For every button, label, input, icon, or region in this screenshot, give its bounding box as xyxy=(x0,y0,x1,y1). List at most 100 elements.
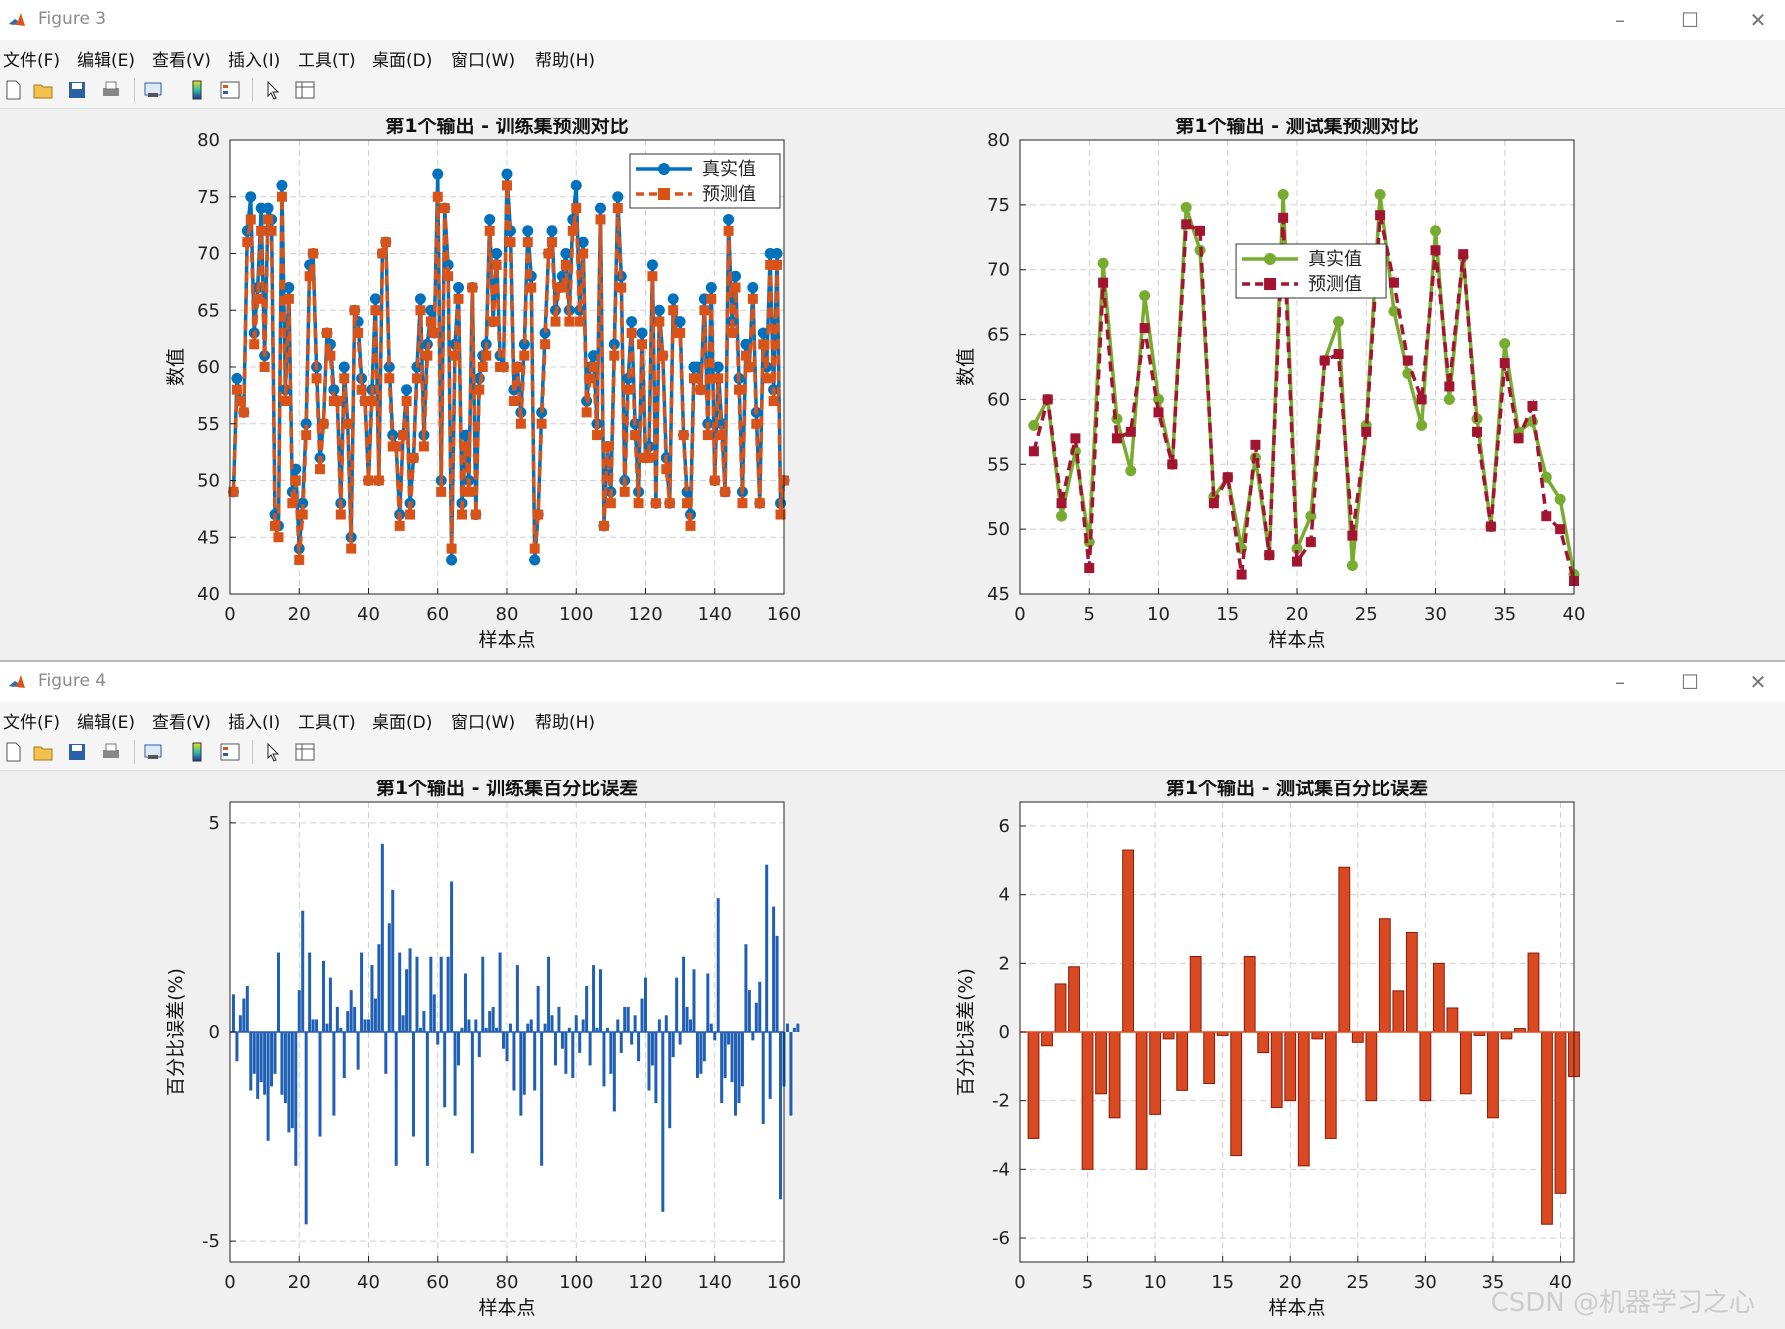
menu-view[interactable]: 查看(V) xyxy=(152,51,211,71)
error-bar xyxy=(502,1032,506,1049)
save-icon[interactable] xyxy=(66,741,88,763)
menu-view[interactable]: 查看(V) xyxy=(152,713,211,733)
error-bar xyxy=(356,1032,360,1070)
data-point xyxy=(699,305,710,316)
data-point xyxy=(1277,188,1289,200)
data-point xyxy=(775,509,786,520)
error-bar xyxy=(730,1032,734,1083)
legend-icon[interactable] xyxy=(219,79,241,101)
colorbar-icon[interactable] xyxy=(186,79,208,101)
error-bar xyxy=(706,973,710,1032)
menu-window[interactable]: 窗口(W) xyxy=(451,713,516,733)
error-bar xyxy=(654,1032,658,1104)
menu-edit[interactable]: 编辑(E) xyxy=(77,713,136,733)
error-bar xyxy=(474,1019,478,1032)
menu-window[interactable]: 窗口(W) xyxy=(451,51,516,71)
data-point xyxy=(429,327,440,338)
data-point xyxy=(515,418,526,429)
error-bar xyxy=(592,965,596,1032)
colorbar-icon[interactable] xyxy=(186,741,208,763)
error-bar xyxy=(772,906,776,1032)
minimize-icon[interactable]: – xyxy=(1615,670,1625,694)
data-point xyxy=(1084,563,1095,574)
property-inspector-icon[interactable] xyxy=(294,79,316,101)
menu-help[interactable]: 帮助(H) xyxy=(535,51,596,71)
property-inspector-icon[interactable] xyxy=(294,741,316,763)
data-point xyxy=(1443,393,1455,405)
y-tick-label: 5 xyxy=(209,813,220,834)
new-file-icon[interactable] xyxy=(2,741,24,763)
x-tick-label: 160 xyxy=(767,604,801,625)
data-point xyxy=(491,248,503,259)
pointer-icon[interactable] xyxy=(262,741,284,763)
print-preview-icon[interactable] xyxy=(142,741,164,763)
error-bar xyxy=(280,1032,284,1095)
error-bar xyxy=(439,956,443,1032)
data-point xyxy=(1125,465,1137,477)
x-tick-label: 25 xyxy=(1355,604,1378,625)
save-icon[interactable] xyxy=(66,79,88,101)
data-point xyxy=(242,237,253,248)
error-bar xyxy=(360,952,364,1032)
open-folder-icon[interactable] xyxy=(32,79,54,101)
data-point xyxy=(695,384,706,395)
maximize-icon[interactable]: ☐ xyxy=(1681,670,1699,694)
error-bar xyxy=(727,1032,731,1045)
error-bar xyxy=(335,1006,339,1032)
legend-icon[interactable] xyxy=(219,741,241,763)
y-tick-label: 0 xyxy=(209,1022,220,1043)
menu-desktop[interactable]: 桌面(D) xyxy=(372,51,433,71)
menu-file[interactable]: 文件(F) xyxy=(3,51,61,71)
y-tick-label: 0 xyxy=(999,1022,1010,1043)
data-point xyxy=(654,316,665,327)
data-point xyxy=(301,430,312,441)
error-bar xyxy=(734,1032,738,1116)
error-bar xyxy=(1338,866,1351,1033)
print-preview-icon[interactable] xyxy=(142,79,164,101)
x-tick-label: 0 xyxy=(1014,604,1025,625)
y-tick-label: 55 xyxy=(987,454,1010,475)
data-point xyxy=(425,316,436,327)
data-point xyxy=(276,179,288,191)
print-icon[interactable] xyxy=(100,741,122,763)
close-icon[interactable]: ✕ xyxy=(1749,670,1767,694)
menu-tools[interactable]: 工具(T) xyxy=(298,713,356,733)
menu-insert[interactable]: 插入(I) xyxy=(228,713,281,733)
data-point xyxy=(619,486,630,497)
menu-help[interactable]: 帮助(H) xyxy=(535,713,596,733)
error-bar xyxy=(1351,1031,1364,1043)
menu-insert[interactable]: 插入(I) xyxy=(228,51,281,71)
error-bar xyxy=(564,1032,568,1074)
x-tick-label: 25 xyxy=(1346,1272,1369,1293)
data-point xyxy=(228,486,239,497)
menu-tools[interactable]: 工具(T) xyxy=(298,51,356,71)
minimize-icon[interactable]: – xyxy=(1615,8,1625,32)
new-file-icon[interactable] xyxy=(2,79,24,101)
menu-edit[interactable]: 编辑(E) xyxy=(77,51,136,71)
error-bar xyxy=(429,956,433,1032)
open-folder-icon[interactable] xyxy=(32,741,54,763)
error-bar xyxy=(723,1032,727,1078)
close-icon[interactable]: ✕ xyxy=(1749,8,1767,32)
data-point xyxy=(588,362,599,372)
data-point xyxy=(757,327,769,339)
error-bar xyxy=(716,898,720,1032)
data-point xyxy=(571,203,582,214)
error-bar xyxy=(751,1032,755,1041)
data-point xyxy=(339,373,350,384)
y-tick-label: 75 xyxy=(987,195,1010,216)
print-icon[interactable] xyxy=(100,79,122,101)
menu-desktop[interactable]: 桌面(D) xyxy=(372,713,433,733)
data-point xyxy=(536,418,547,429)
pointer-icon[interactable] xyxy=(262,79,284,101)
error-bar xyxy=(1203,1031,1216,1084)
error-bar xyxy=(245,986,249,1032)
maximize-icon[interactable]: ☐ xyxy=(1681,8,1699,32)
data-point xyxy=(1070,433,1081,444)
data-point xyxy=(1181,219,1192,230)
data-point xyxy=(570,179,582,191)
data-point xyxy=(519,350,530,361)
menu-file[interactable]: 文件(F) xyxy=(3,713,61,733)
data-point xyxy=(723,225,734,236)
